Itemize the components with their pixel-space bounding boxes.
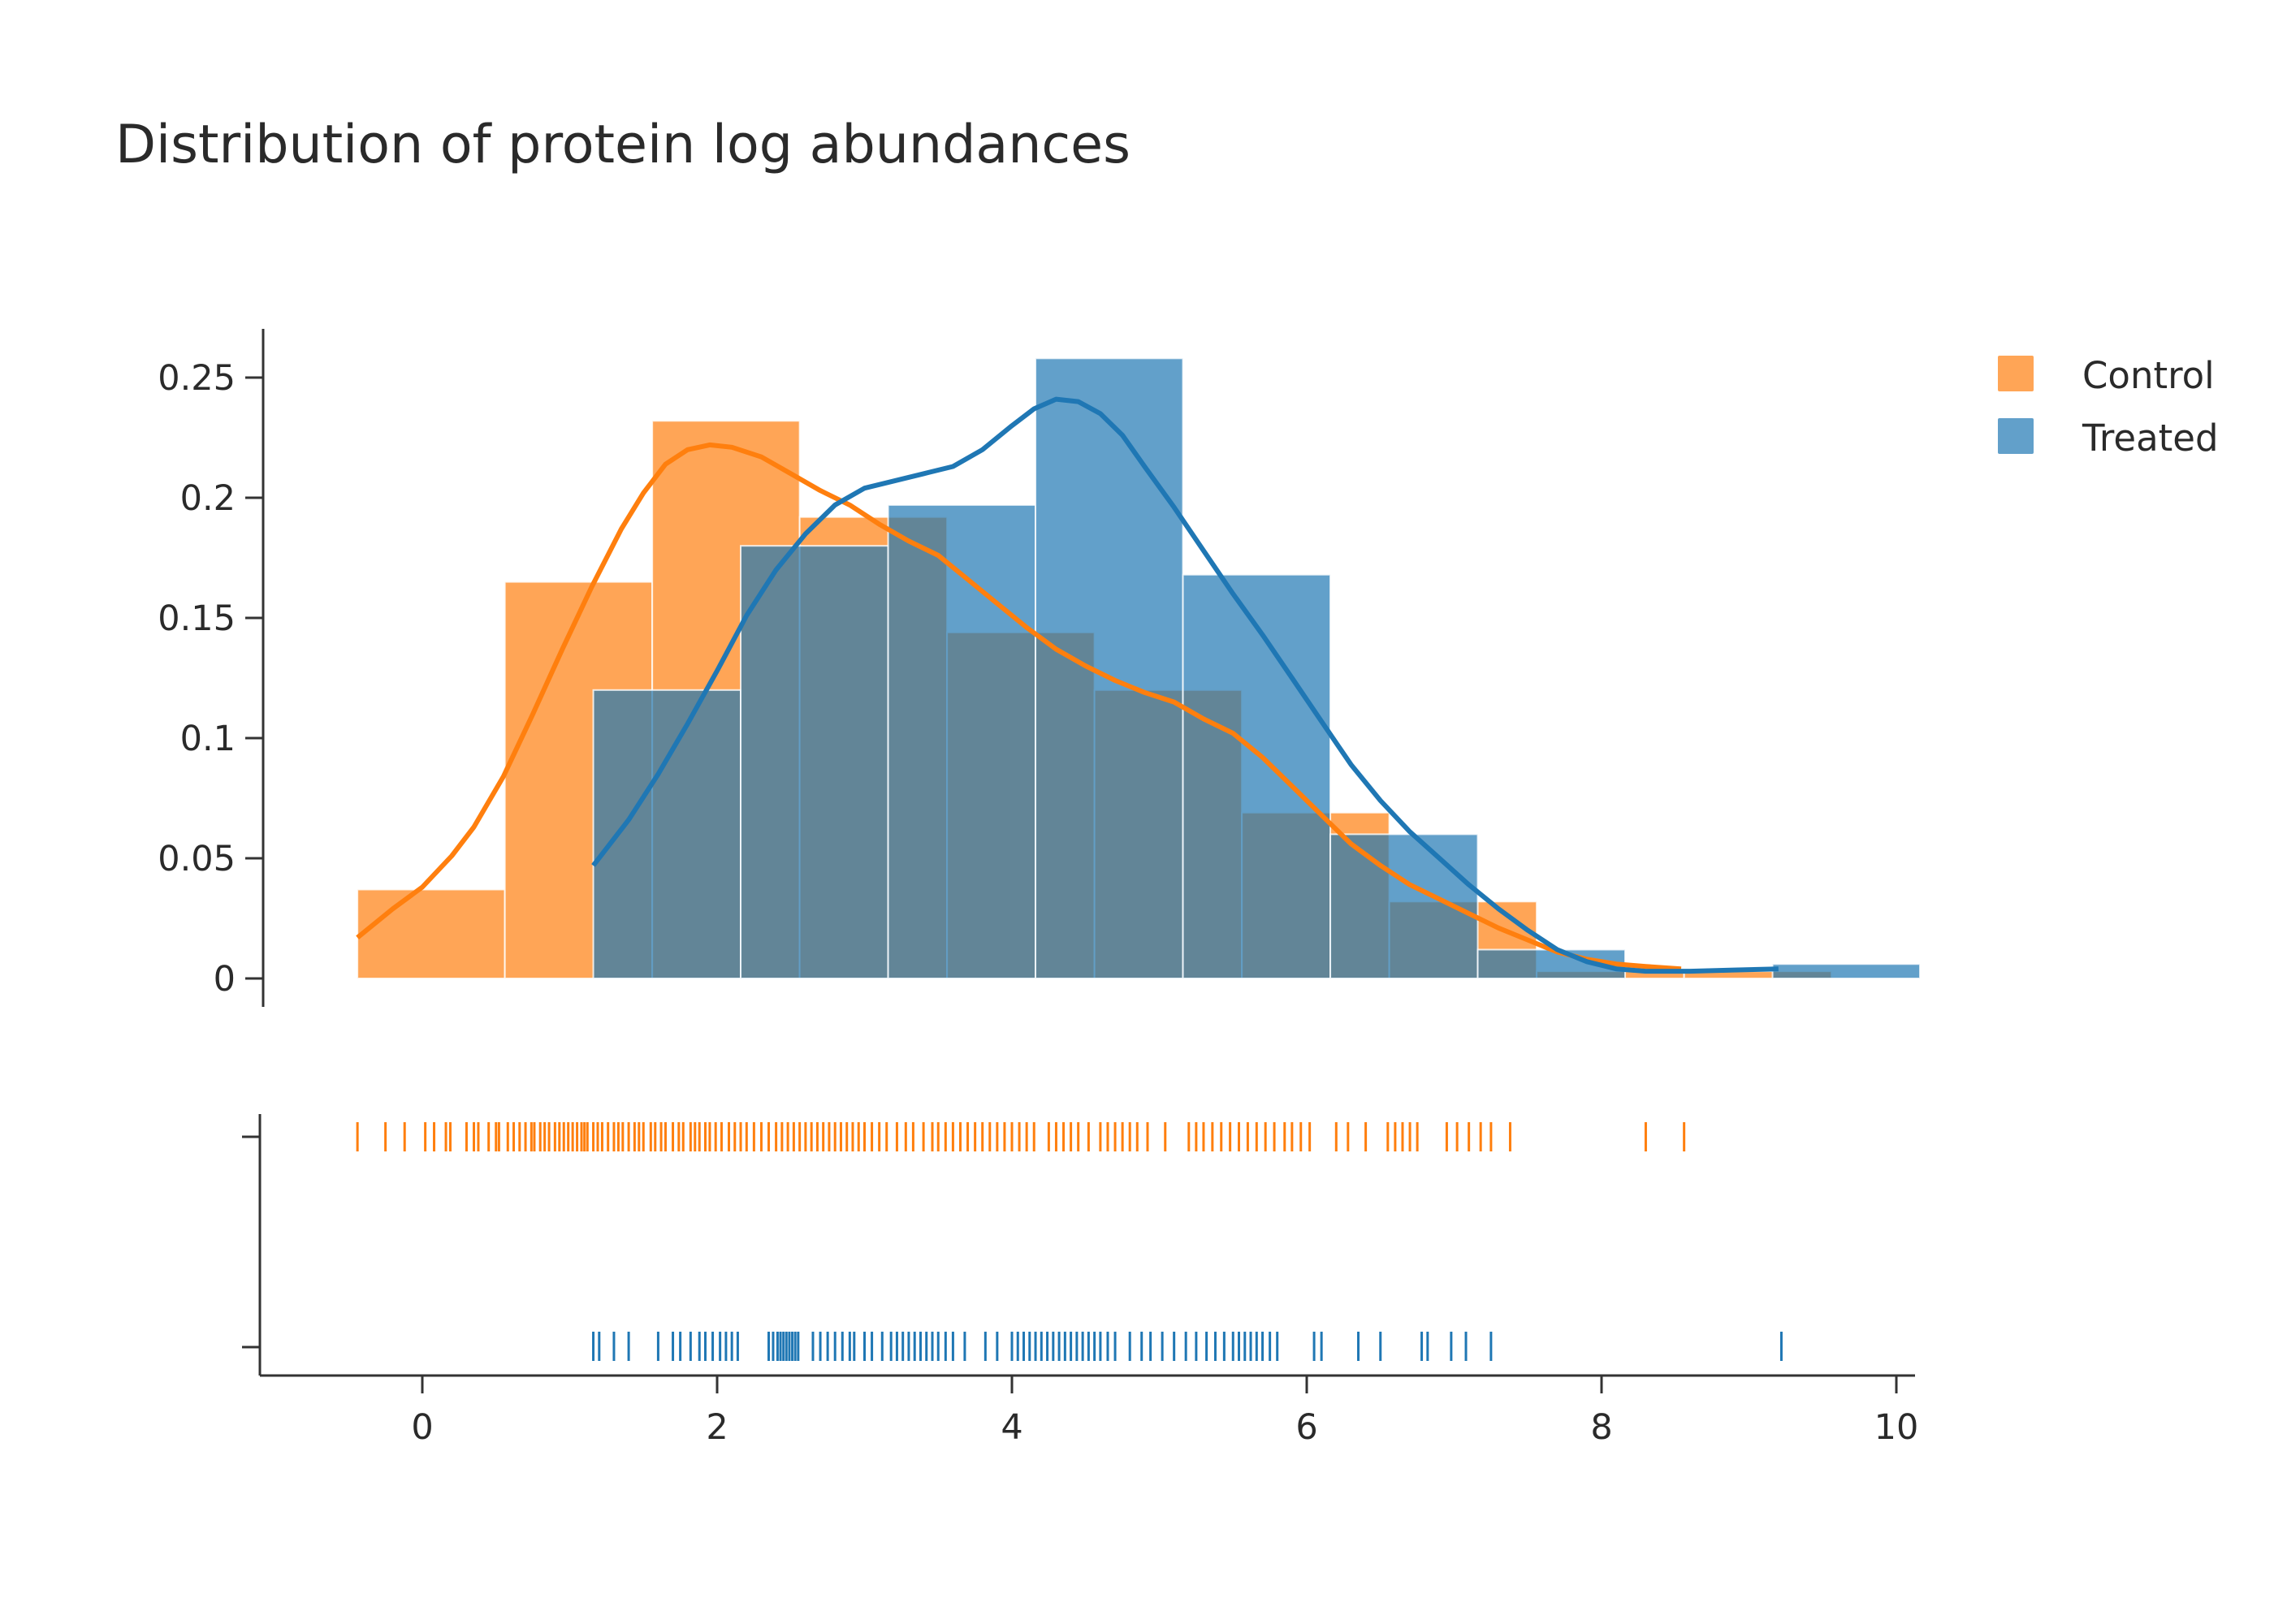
hist-bar-treated-0[interactable] [592, 689, 742, 979]
kde-curve-treated[interactable] [591, 396, 1779, 974]
hist-bar-treated-8[interactable] [1771, 963, 1922, 979]
x-tick-label-1: 2 [706, 1407, 728, 1448]
legend-label-control: Control [2082, 354, 2215, 397]
kde-curve-control[interactable] [356, 442, 1682, 972]
rug-control [356, 1122, 1686, 1151]
x-tick-label-3: 6 [1295, 1407, 1317, 1448]
x-tick-label-2: 4 [1001, 1407, 1022, 1448]
x-axis-ticks: 0 2 4 6 8 10 [411, 1376, 1918, 1448]
kde-curves-layer [356, 396, 1779, 974]
axes [242, 329, 1915, 1377]
y-tick-label-1: 0.05 [158, 839, 236, 879]
histogram-layer [357, 357, 1922, 980]
rug-layer [356, 1122, 1783, 1361]
histogram-treated [592, 357, 1922, 980]
legend-swatch-treated [1998, 418, 2034, 454]
y-tick-label-3: 0.15 [158, 598, 236, 639]
x-tick-label-0: 0 [411, 1407, 433, 1448]
x-tick-label-5: 10 [1874, 1407, 1919, 1448]
x-tick-label-4: 8 [1590, 1407, 1612, 1448]
legend: Control Treated [1998, 354, 2219, 460]
hist-bar-treated-2[interactable] [887, 503, 1037, 979]
y-tick-label-4: 0.2 [180, 478, 236, 519]
hist-bar-treated-3[interactable] [1035, 357, 1184, 979]
hist-bar-treated-1[interactable] [740, 545, 889, 979]
rug-treated [592, 1332, 1783, 1361]
y-tick-label-5: 0.25 [158, 358, 236, 399]
y-tick-label-2: 0.1 [180, 719, 236, 759]
y-axis-ticks: 0 0.05 0.1 0.15 0.2 0.25 [158, 358, 263, 1000]
legend-label-treated: Treated [2082, 417, 2219, 460]
hist-bar-treated-4[interactable] [1182, 573, 1332, 979]
y-tick-label-0: 0 [214, 959, 236, 1000]
chart-title: Distribution of protein log abundances [115, 114, 1131, 175]
hist-bar-control-0[interactable] [357, 888, 506, 979]
legend-swatch-control [1998, 356, 2034, 391]
